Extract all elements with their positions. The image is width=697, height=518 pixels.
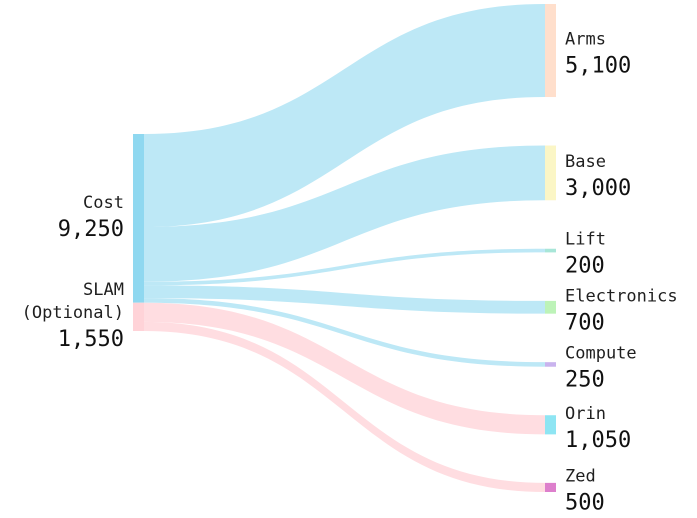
- node-lift: [545, 248, 556, 253]
- target-value-electronics: 700: [565, 310, 605, 335]
- target-label-lift: Lift: [565, 230, 606, 250]
- source-label-slam-line-2: (Optional): [22, 303, 124, 323]
- labels-layer: Cost 9,250 SLAM (Optional) 1,550 Arms 5,100 Bas…: [22, 30, 678, 516]
- target-value-compute: 250: [565, 367, 605, 392]
- target-value-zed: 500: [565, 490, 605, 515]
- nodes-layer: [133, 4, 556, 492]
- node-zed: [545, 482, 556, 492]
- link-cost-to-base: [144, 145, 545, 282]
- node-compute: [545, 362, 556, 367]
- link-cost-to-electronics: [144, 285, 545, 314]
- node-base: [545, 145, 556, 201]
- target-label-base: Base: [565, 152, 606, 172]
- links-layer: [144, 4, 545, 492]
- target-label-compute: Compute: [565, 343, 637, 363]
- node-slam: [133, 302, 144, 331]
- source-value-slam: 1,550: [58, 327, 124, 352]
- link-cost-to-arms: [144, 4, 545, 228]
- target-label-orin: Orin: [565, 404, 606, 424]
- node-orin: [545, 415, 556, 435]
- target-value-lift: 200: [565, 254, 605, 279]
- node-cost: [133, 134, 144, 303]
- link-slam-to-orin: [144, 302, 545, 435]
- source-label-slam-line-1: SLAM: [83, 280, 124, 300]
- node-electronics: [545, 300, 556, 314]
- link-slam-to-zed: [144, 321, 545, 492]
- target-label-zed: Zed: [565, 466, 596, 486]
- target-label-arms: Arms: [565, 30, 606, 50]
- node-arms: [545, 4, 556, 98]
- link-cost-to-compute: [144, 298, 545, 367]
- target-value-arms: 5,100: [565, 54, 631, 79]
- target-label-electronics: Electronics: [565, 286, 678, 306]
- target-value-orin: 1,050: [565, 428, 631, 453]
- source-value-cost: 9,250: [58, 217, 124, 242]
- source-label-cost: Cost: [83, 193, 124, 213]
- target-value-base: 3,000: [565, 176, 631, 201]
- link-cost-to-lift: [144, 248, 545, 286]
